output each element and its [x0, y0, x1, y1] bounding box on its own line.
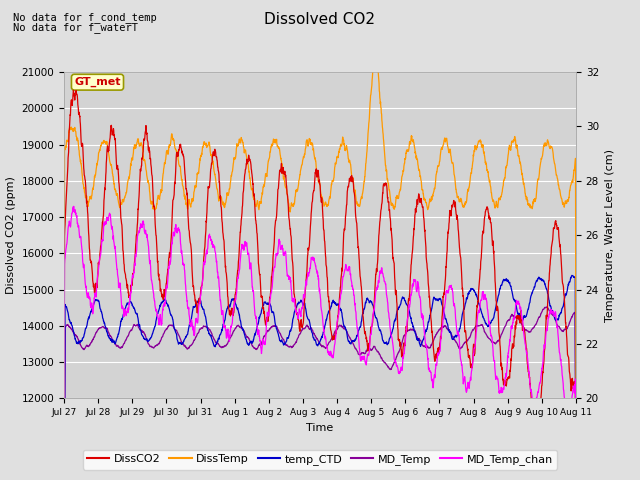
Text: GT_met: GT_met	[74, 77, 121, 87]
Text: Dissolved CO2: Dissolved CO2	[264, 12, 376, 27]
Legend: DissCO2, DissTemp, temp_CTD, MD_Temp, MD_Temp_chan: DissCO2, DissTemp, temp_CTD, MD_Temp, MD…	[83, 450, 557, 469]
X-axis label: Time: Time	[307, 423, 333, 432]
Y-axis label: Dissolved CO2 (ppm): Dissolved CO2 (ppm)	[6, 176, 16, 294]
Text: No data for f_waterT: No data for f_waterT	[13, 22, 138, 33]
Text: No data for f_cond_temp: No data for f_cond_temp	[13, 12, 157, 23]
Y-axis label: Temperature, Water Level (cm): Temperature, Water Level (cm)	[605, 149, 614, 322]
